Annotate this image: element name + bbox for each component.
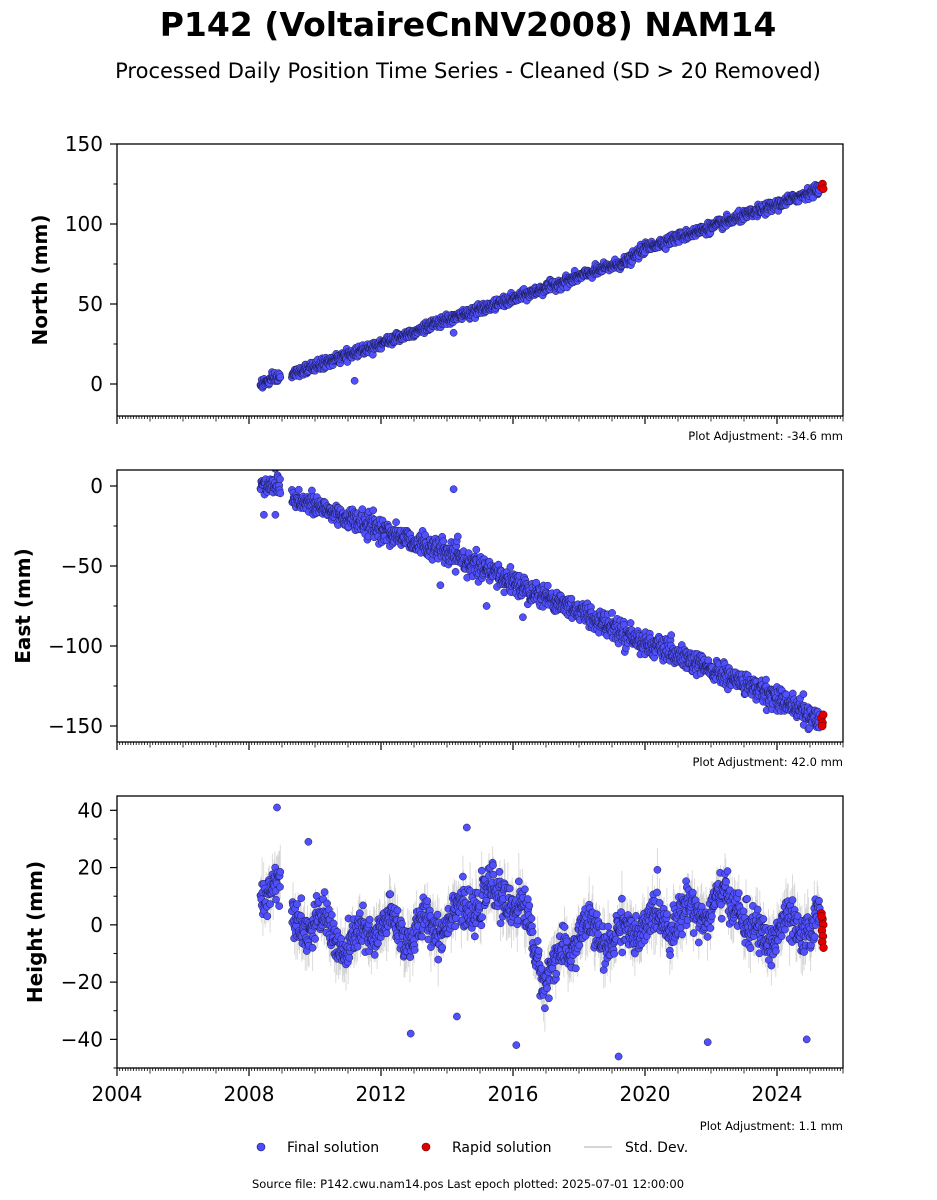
north-plot-frame [116, 143, 844, 417]
final-point [271, 470, 279, 473]
final-point [626, 619, 635, 627]
north-ticks: 0 50 100 150 [65, 132, 844, 424]
y-tick-label: −100 [48, 634, 103, 658]
final-point [472, 545, 481, 554]
series-points [256, 179, 828, 392]
final-point [276, 373, 285, 381]
y-tick-label: −150 [48, 714, 103, 738]
final-point [506, 563, 515, 571]
final-point [451, 567, 460, 576]
final-solution-points [256, 470, 824, 734]
final-outlier-point [449, 485, 458, 494]
final-point [667, 631, 676, 639]
final-outlier-point [449, 328, 458, 337]
final-point [543, 581, 552, 590]
y-tick-label: 150 [65, 132, 103, 156]
north-adjustment: Plot Adjustment: -34.6 mm [688, 429, 843, 443]
final-point [358, 505, 367, 514]
final-point [392, 518, 400, 527]
final-point [421, 531, 429, 539]
y-tick-label: 0 [90, 474, 103, 498]
east-plot-frame [116, 469, 844, 743]
east-marks [256, 470, 828, 734]
final-point [369, 506, 378, 515]
final-outlier-point [519, 613, 527, 622]
final-point [762, 675, 770, 684]
final-outlier-point [260, 510, 268, 519]
rapid-solution-points [817, 710, 828, 731]
final-point [276, 475, 284, 484]
final-point [294, 485, 303, 494]
final-outlier-point [482, 602, 491, 610]
y-tick-label: 100 [65, 212, 103, 236]
east-ticks: 0 −50 −100 −150 [48, 474, 844, 750]
final-outlier-point [436, 581, 445, 590]
rapid-solution-points [817, 179, 828, 194]
chart-title: P142 (VoltaireCnNV2008) NAM14 [160, 5, 777, 44]
panel-east: 0−50−100−150 East (mm) Plot Adjustment: … [11, 469, 844, 769]
final-outlier-point [350, 376, 359, 385]
final-point [439, 537, 448, 546]
panel-north: 0 50 100 150 North (mm) Plot Adjustment: -3… [28, 132, 844, 443]
chart-subtitle: Processed Daily Position Time Series - C… [115, 59, 821, 83]
rapid-point [818, 184, 828, 194]
final-point [453, 532, 462, 541]
north-marks [256, 179, 828, 392]
y-tick-label: −50 [61, 554, 103, 578]
final-point [308, 486, 316, 495]
series-points [256, 470, 828, 734]
north-ylabel: North (mm) [28, 214, 52, 345]
y-tick-label: 50 [78, 292, 103, 316]
rapid-point [818, 710, 828, 720]
final-outlier-point [271, 510, 280, 519]
rapid-point [817, 721, 827, 731]
final-point [276, 489, 285, 498]
final-point [567, 594, 576, 603]
final-point [608, 609, 616, 617]
final-point [799, 690, 808, 698]
y-tick-label: 0 [90, 372, 103, 396]
final-solution-points [256, 180, 824, 392]
